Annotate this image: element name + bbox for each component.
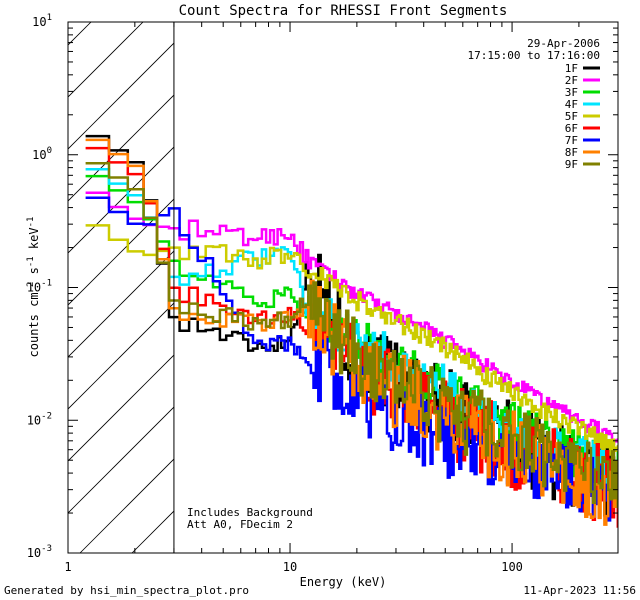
y-label-mid: s [27,267,41,281]
annotation-background: Includes Background [187,506,313,519]
hatch-line [68,250,174,358]
y-label-exp1: -2 [26,282,36,293]
x-tick-label: 100 [501,560,523,574]
legend-label: 9F [565,158,578,171]
hatch-line [68,198,174,306]
x-tick-label: 1 [64,560,71,574]
y-label-exp2: -1 [26,256,36,267]
hatch-line [68,22,92,46]
y-tick-label: 100 [32,146,52,162]
series-line-4F [85,168,618,492]
hatch-line [68,94,174,202]
below-threshold-hatch [68,22,174,553]
legend-label: 2F [565,74,578,87]
hatch-line [68,42,174,150]
x-tick-labels: 1 10 100 [64,560,523,574]
legend-label: 7F [565,134,578,147]
legend-label: 4F [565,98,578,111]
generated-by: Generated by hsi_min_spectra_plot.pro [4,584,250,597]
date-label: 29-Apr-2006 [527,37,600,50]
legend-label: 1F [565,62,578,75]
y-tick-label: 101 [32,13,52,29]
chart-title: Count Spectra for RHESSI Front Segments [179,3,508,19]
hatch-line [68,22,144,98]
series-line-2F [85,191,618,446]
legend-label: 8F [565,146,578,159]
series-line-9F [85,161,618,509]
timestamp: 11-Apr-2023 11:56 [523,584,636,597]
hatch-line [68,302,174,410]
series-group [85,134,618,528]
y-label-main: counts cm [27,292,41,357]
legend-label: 3F [565,86,578,99]
y-tick-label: 10-1 [27,279,52,295]
hatch-line [68,146,174,254]
y-tick-labels: 10-3 10-2 10-1 100 101 [27,13,52,560]
hatch-line [79,458,174,553]
x-tick-label: 10 [283,560,297,574]
y-tick-label: 10-2 [27,411,52,427]
y-axis-label: counts cm-2 s-1 keV-1 [26,217,41,358]
y-label-end: keV [27,227,41,256]
y-tick-label: 10-3 [27,544,52,560]
legend-label: 6F [565,122,578,135]
x-axis-label: Energy (keV) [300,575,387,589]
hatch-line [68,354,174,462]
time-range-label: 17:15:00 to 17:16:00 [468,49,600,62]
legend-label: 5F [565,110,578,123]
annotation-attenuator: Att A0, FDecim 2 [187,518,293,531]
y-label-exp3: -1 [26,217,36,228]
axis-ticks [67,22,619,554]
series-line-5F [85,224,618,456]
hatch-line [68,406,174,514]
